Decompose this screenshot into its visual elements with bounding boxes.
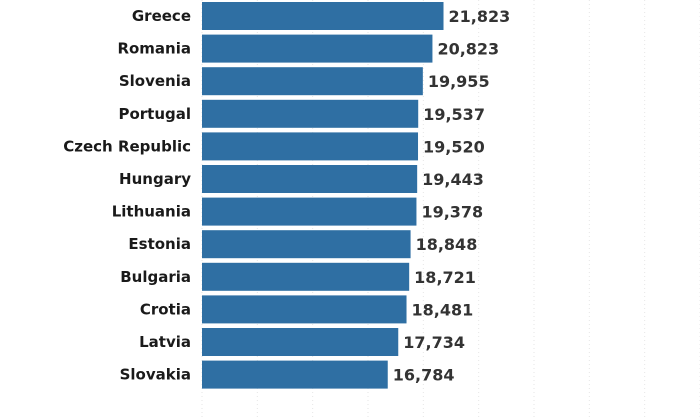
- bar-bulgaria: [202, 262, 410, 291]
- category-label-slovenia: Slovenia: [119, 72, 191, 90]
- bar-czech-republic: [202, 132, 419, 161]
- value-label-latvia: 17,734: [403, 333, 465, 352]
- value-label-crotia: 18,481: [412, 300, 474, 319]
- bar-estonia: [202, 230, 411, 259]
- category-label-czech-republic: Czech Republic: [63, 137, 191, 155]
- category-label-greece: Greece: [132, 7, 191, 25]
- category-label-latvia: Latvia: [139, 333, 191, 351]
- bar-latvia: [202, 328, 399, 356]
- bars-group: [202, 2, 444, 389]
- value-label-hungary: 19,443: [422, 170, 484, 189]
- category-labels: Greece Romania Slovenia Portugal Czech Repub…: [63, 7, 191, 384]
- bar-greece: [202, 2, 444, 30]
- value-label-slovakia: 16,784: [393, 366, 455, 385]
- bar-portugal: [202, 99, 419, 128]
- category-label-romania: Romania: [117, 40, 191, 58]
- value-label-romania: 20,823: [437, 40, 499, 59]
- bar-slovenia: [202, 67, 423, 96]
- value-label-czech-republic: 19,520: [423, 137, 485, 156]
- value-label-slovenia: 19,955: [428, 72, 490, 91]
- category-label-portugal: Portugal: [118, 105, 191, 123]
- bar-romania: [202, 34, 433, 63]
- value-label-bulgaria: 18,721: [414, 268, 476, 287]
- category-label-crotia: Crotia: [140, 300, 191, 318]
- value-labels: 21,823 20,823 19,955 19,537 19,520 19,443 19,3…: [393, 7, 511, 385]
- value-label-greece: 21,823: [449, 7, 511, 26]
- category-label-bulgaria: Bulgaria: [120, 268, 191, 286]
- value-label-estonia: 18,848: [416, 235, 478, 254]
- bar-hungary: [202, 165, 418, 193]
- bar-slovakia: [202, 360, 388, 389]
- bar-lithuania: [202, 197, 417, 226]
- value-label-lithuania: 19,378: [421, 203, 483, 222]
- category-label-lithuania: Lithuania: [112, 203, 191, 221]
- bar-crotia: [202, 295, 407, 324]
- category-label-hungary: Hungary: [119, 170, 191, 188]
- category-label-estonia: Estonia: [128, 235, 191, 253]
- category-label-slovakia: Slovakia: [120, 366, 191, 384]
- value-label-portugal: 19,537: [423, 105, 485, 124]
